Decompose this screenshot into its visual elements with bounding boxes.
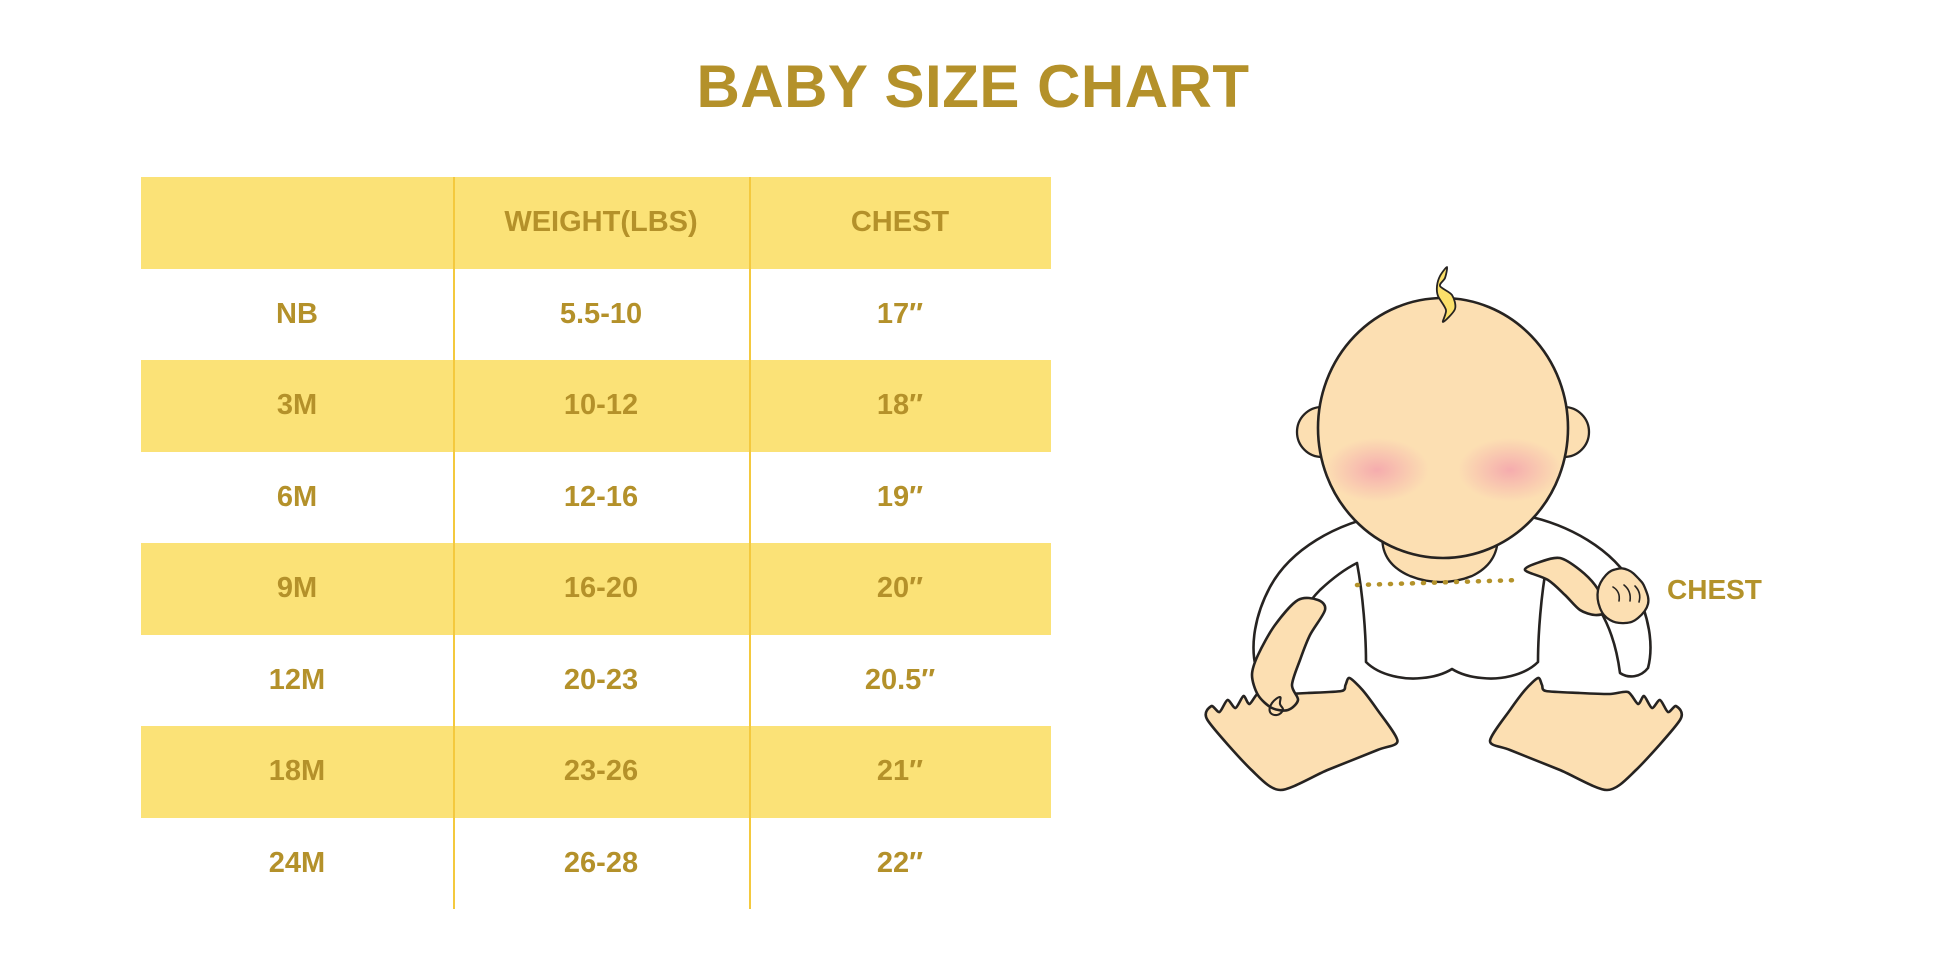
- svg-text:CHEST: CHEST: [1667, 574, 1762, 605]
